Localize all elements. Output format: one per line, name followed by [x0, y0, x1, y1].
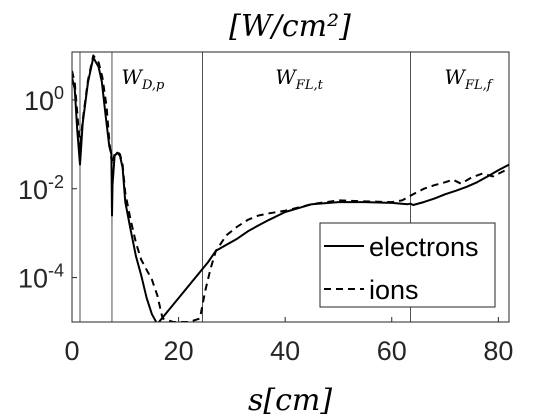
region-label-1: WFL,t	[275, 65, 323, 93]
x-tick-label-1: 20	[164, 336, 194, 366]
y-tick-label-1: 10-2	[18, 172, 64, 205]
y-tick-label-0: 10-4	[18, 261, 64, 294]
y-tick-label-2: 100	[24, 83, 64, 116]
legend-electrons-label: electrons	[369, 232, 479, 262]
series-line-ions	[72, 54, 509, 322]
series-group	[72, 54, 509, 322]
x-tick-label-0: 0	[64, 336, 79, 366]
tick-group	[71, 99, 499, 322]
region-label-2: WFL,f	[444, 65, 493, 93]
chart-title: [W/cm²]	[229, 9, 351, 44]
legend: electrons ions	[319, 222, 496, 308]
legend-box	[319, 222, 496, 308]
x-tick-label-group: 0 20 40 60 80	[64, 336, 513, 366]
region-label-group: WD,p WFL,t WFL,f	[121, 65, 493, 93]
series-line-electrons	[72, 56, 509, 322]
legend-ions-label: ions	[369, 275, 419, 305]
region-label-0: WD,p	[121, 65, 165, 93]
x-tick-label-2: 40	[270, 336, 300, 366]
y-tick-label-group: 10-4 10-2 100	[18, 83, 64, 294]
x-tick-label-3: 60	[377, 336, 407, 366]
x-axis-label: s[cm]	[248, 383, 332, 418]
axes-frame	[71, 51, 510, 323]
x-tick-label-4: 80	[483, 336, 513, 366]
